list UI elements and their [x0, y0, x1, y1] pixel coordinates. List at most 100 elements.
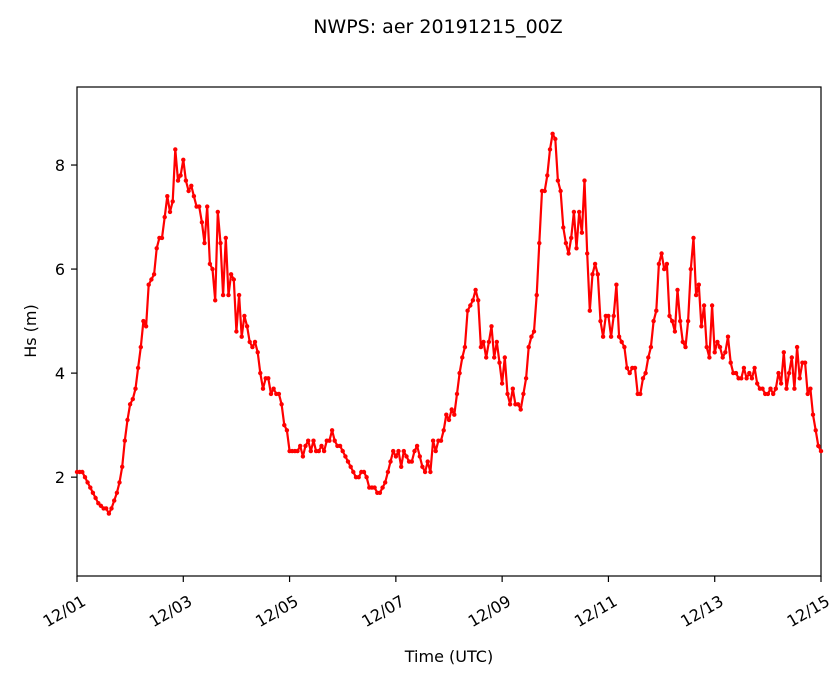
- data-point: [579, 230, 585, 235]
- data-point: [191, 194, 197, 199]
- data-point: [234, 329, 239, 334]
- data-point: [468, 303, 473, 308]
- data-point: [162, 214, 167, 220]
- data-point: [420, 464, 425, 469]
- data-point: [680, 339, 685, 345]
- data-point: [457, 370, 462, 376]
- data-point: [510, 386, 515, 391]
- data-point: [154, 246, 159, 251]
- data-point: [545, 173, 550, 178]
- data-point: [632, 365, 638, 371]
- data-point: [236, 292, 242, 298]
- x-tick-label: 12/11: [571, 591, 620, 631]
- data-point: [141, 318, 146, 324]
- data-point: [656, 261, 662, 267]
- data-point: [715, 339, 720, 345]
- data-point: [242, 313, 247, 319]
- data-point: [802, 360, 808, 365]
- data-point: [704, 344, 709, 350]
- data-point: [818, 448, 824, 454]
- data-point: [244, 324, 250, 329]
- x-tick-label: 12/07: [358, 591, 407, 631]
- data-point: [106, 511, 112, 516]
- data-point: [215, 209, 220, 215]
- data-point: [130, 396, 135, 402]
- x-tick-label: 12/13: [677, 591, 726, 631]
- data-point: [643, 370, 648, 376]
- data-point: [138, 344, 143, 350]
- data-point: [329, 428, 335, 433]
- data-point: [691, 235, 696, 241]
- data-point: [361, 469, 367, 475]
- data-point: [717, 344, 723, 350]
- data-point: [808, 386, 813, 391]
- data-point: [614, 282, 619, 287]
- data-point: [213, 298, 218, 303]
- data-point: [189, 183, 194, 188]
- data-point: [428, 469, 433, 475]
- data-point: [345, 459, 351, 464]
- data-point: [558, 188, 563, 194]
- y-tick-label: 4: [55, 364, 65, 383]
- data-point: [497, 360, 502, 365]
- data-point: [449, 407, 454, 412]
- data-point: [465, 308, 470, 313]
- data-point: [627, 370, 632, 376]
- data-point: [279, 402, 284, 407]
- x-tick-label: 12/01: [40, 591, 89, 631]
- data-point: [380, 485, 385, 490]
- data-point: [231, 277, 236, 282]
- data-point: [260, 386, 266, 391]
- data-point: [675, 287, 680, 293]
- data-point: [810, 412, 816, 417]
- data-point: [606, 313, 611, 319]
- data-point: [82, 475, 88, 480]
- data-point: [699, 324, 704, 329]
- data-point: [356, 475, 361, 480]
- data-point: [542, 188, 547, 194]
- data-point: [460, 355, 465, 360]
- data-point: [441, 428, 446, 433]
- data-point: [385, 469, 391, 475]
- data-point: [781, 350, 786, 355]
- data-point: [239, 334, 244, 339]
- data-point: [486, 339, 492, 345]
- data-point: [561, 225, 566, 230]
- data-point: [739, 376, 744, 381]
- data-point: [789, 355, 794, 360]
- data-point: [555, 178, 561, 183]
- data-point: [701, 303, 707, 308]
- data-point: [470, 298, 476, 303]
- data-point: [526, 344, 531, 350]
- data-point: [391, 448, 396, 454]
- data-point: [659, 251, 664, 256]
- data-point: [120, 464, 125, 469]
- data-point: [569, 235, 574, 241]
- data-point: [228, 272, 234, 277]
- data-point: [127, 402, 133, 407]
- x-axis-label: Time (UTC): [404, 647, 493, 666]
- data-point: [452, 412, 457, 417]
- data-point: [755, 381, 760, 386]
- data-point: [173, 147, 178, 152]
- data-point: [678, 318, 683, 324]
- data-point: [502, 355, 507, 360]
- data-point: [768, 386, 773, 391]
- data-point: [794, 344, 800, 350]
- data-point: [481, 339, 486, 345]
- data-point: [252, 339, 258, 345]
- data-point: [741, 365, 747, 371]
- data-point: [805, 391, 810, 397]
- data-point: [662, 266, 667, 272]
- data-point: [476, 298, 481, 303]
- data-point: [414, 443, 420, 449]
- data-point: [143, 324, 149, 329]
- data-point: [149, 277, 154, 282]
- data-point: [183, 178, 189, 183]
- data-point: [622, 344, 627, 350]
- data-point: [311, 438, 316, 443]
- data-point: [438, 438, 444, 443]
- data-point: [433, 448, 438, 454]
